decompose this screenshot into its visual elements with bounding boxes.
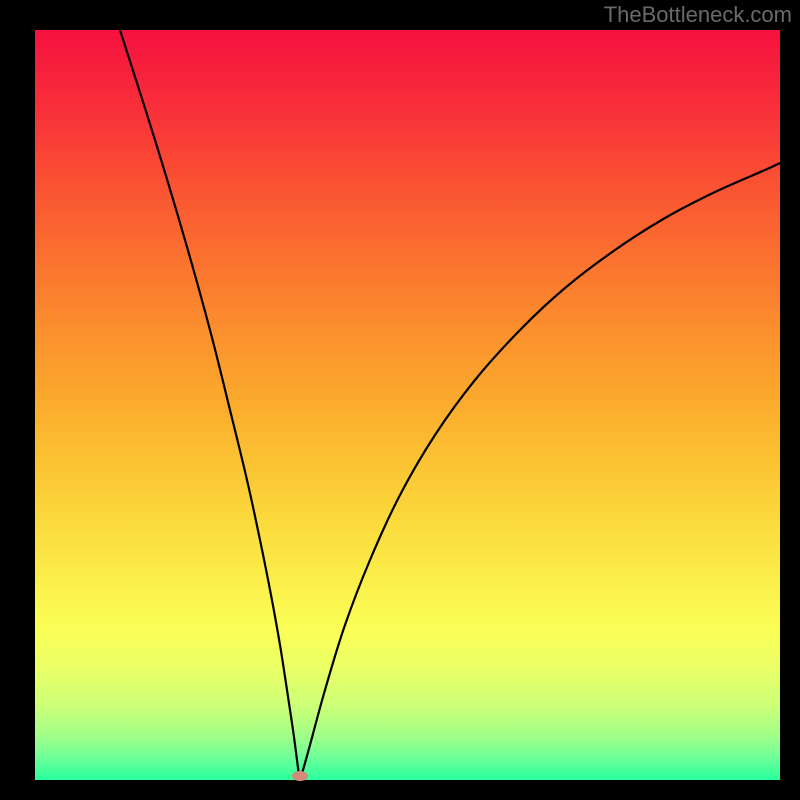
minimum-marker <box>292 771 308 781</box>
chart-container: TheBottleneck.com <box>0 0 800 800</box>
watermark-text: TheBottleneck.com <box>604 2 792 28</box>
plot-area <box>35 30 780 780</box>
bottleneck-curve <box>35 30 780 780</box>
